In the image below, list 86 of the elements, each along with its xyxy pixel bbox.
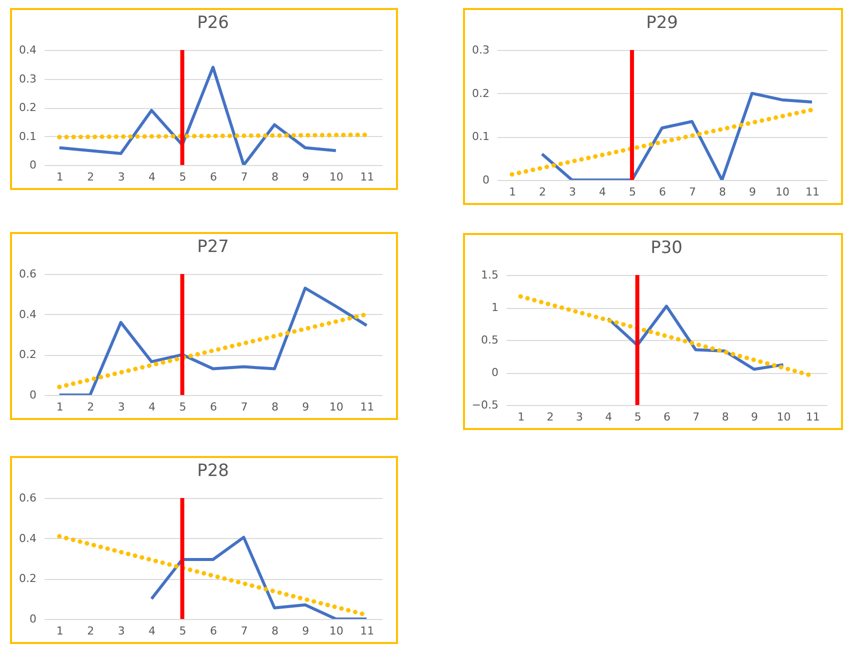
chart-title: P28 (197, 461, 229, 481)
x-tick-label: 4 (148, 170, 156, 184)
x-tick-label: 1 (56, 400, 64, 414)
y-tick-label: 0 (492, 366, 498, 379)
y-tick-label: 0 (30, 388, 36, 402)
x-tick-label: 5 (629, 186, 636, 198)
x-tick-label: 6 (659, 186, 666, 198)
x-tick-label: 5 (179, 170, 186, 184)
x-tick-label: 7 (240, 170, 248, 184)
x-tick-label: 11 (806, 410, 820, 424)
x-tick-label: 1 (56, 170, 64, 184)
x-tick-label: 2 (539, 186, 546, 198)
x-tick-label: 10 (329, 400, 344, 414)
chart-title: P29 (646, 13, 678, 33)
x-tick-label: 8 (719, 186, 726, 198)
x-tick-label: 7 (689, 186, 696, 198)
y-tick-label: 1.5 (481, 268, 498, 282)
x-tick-label: 11 (360, 170, 374, 184)
y-tick-label: 0.6 (19, 268, 36, 280)
x-tick-label: 9 (751, 410, 758, 424)
x-tick-label: 7 (692, 410, 700, 424)
x-tick-label: 3 (569, 186, 576, 198)
x-tick-label: 3 (118, 400, 125, 414)
y-tick-label: 0.1 (472, 130, 490, 144)
x-tick-label: 10 (776, 186, 790, 198)
x-tick-label: 10 (776, 410, 791, 424)
line-series (58, 286, 368, 395)
chart-title: P27 (197, 237, 229, 257)
x-tick-label: 8 (271, 170, 278, 184)
x-tick-label: 8 (722, 410, 729, 424)
y-tick-label: 1 (492, 301, 498, 314)
x-tick-label: 10 (329, 170, 344, 184)
x-tick-label: 9 (302, 624, 310, 638)
x-tick-label: 5 (634, 410, 642, 424)
x-tick-label: 7 (240, 624, 248, 638)
x-tick-label: 5 (179, 624, 186, 638)
y-tick-label: 0.3 (19, 72, 36, 86)
x-tick-label: 9 (302, 170, 310, 184)
y-tick-label: 0 (482, 174, 490, 186)
y-tick-label: 0.2 (19, 572, 36, 586)
x-tick-label: 11 (360, 624, 374, 638)
x-tick-label: 9 (302, 400, 310, 414)
chart-title: P30 (650, 238, 682, 258)
x-tick-label: 8 (271, 400, 278, 414)
x-tick-label: 1 (56, 624, 64, 638)
y-tick-label: 0.6 (19, 492, 36, 504)
line-series (58, 66, 338, 165)
x-tick-label: 6 (210, 170, 217, 184)
x-tick-label: 11 (360, 400, 374, 414)
x-tick-label: 10 (329, 624, 344, 638)
x-tick-label: 3 (118, 170, 125, 184)
x-tick-label: 1 (509, 186, 516, 198)
x-tick-label: 9 (749, 186, 756, 198)
y-tick-label: 0.2 (19, 348, 36, 362)
x-tick-label: 11 (806, 186, 820, 198)
y-tick-label: 0.4 (19, 308, 36, 321)
x-tick-label: 4 (599, 186, 606, 198)
line-series (540, 92, 814, 180)
x-tick-label: 5 (179, 400, 186, 414)
line-series (150, 536, 368, 619)
y-tick-label: 0.2 (472, 86, 490, 100)
x-tick-label: 6 (210, 400, 217, 414)
x-tick-label: 6 (664, 410, 670, 424)
x-tick-label: 4 (148, 624, 156, 638)
y-tick-label: −0.5 (472, 398, 498, 412)
x-tick-label: 4 (605, 410, 612, 424)
y-tick-label: 0.3 (472, 44, 490, 56)
x-tick-label: 7 (240, 400, 248, 414)
y-tick-label: 0.1 (19, 130, 36, 143)
y-tick-label: 0.5 (481, 334, 498, 346)
x-tick-label: 8 (271, 624, 278, 638)
y-tick-label: 0.4 (19, 532, 36, 545)
x-tick-label: 2 (87, 624, 94, 638)
x-tick-label: 2 (546, 410, 554, 424)
x-tick-label: 1 (518, 410, 525, 424)
y-tick-label: 0 (30, 158, 36, 172)
y-tick-label: 0.4 (19, 44, 36, 56)
y-tick-label: 0.2 (19, 101, 36, 114)
y-tick-label: 0 (30, 612, 36, 626)
x-tick-label: 4 (148, 400, 156, 414)
x-tick-label: 2 (87, 170, 94, 184)
x-tick-label: 6 (210, 624, 217, 638)
x-tick-label: 2 (87, 400, 94, 414)
chart-title: P26 (197, 13, 229, 33)
x-tick-label: 3 (576, 410, 583, 424)
x-tick-label: 3 (118, 624, 125, 638)
